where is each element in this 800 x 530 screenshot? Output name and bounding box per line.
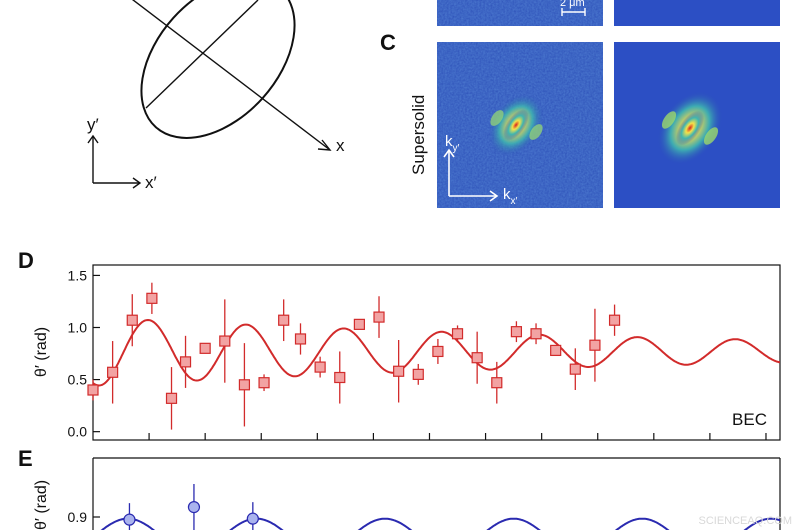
- panel-label-c: C: [380, 30, 396, 55]
- panel-d-data-point: [219, 335, 231, 347]
- panel-d-data-point: [165, 392, 178, 404]
- x-axis-label: x: [336, 136, 345, 155]
- xprime-arrow-head: [132, 177, 142, 189]
- yprime-arrow-head: [87, 134, 99, 144]
- panel-d-data-point: [87, 384, 99, 396]
- xprime-label: x′: [145, 173, 157, 192]
- panel-d-data-point: [179, 356, 192, 368]
- top-left-image-noise: [437, 0, 603, 26]
- panel-d-data-point: [294, 333, 307, 345]
- experimental-side-fringe-left: [490, 110, 504, 126]
- simulated-side-fringe-right: [703, 127, 719, 145]
- panel-d-data-point: [451, 328, 464, 340]
- panel-e-data-point: [246, 512, 259, 525]
- panel-d-data-point: [278, 314, 290, 326]
- simulated-image: [614, 42, 780, 208]
- kx-arrow-head: [489, 190, 499, 202]
- panel-d-data-point: [334, 371, 346, 384]
- panel-d-data-point: [373, 311, 385, 323]
- ellipse-outline: [140, 0, 296, 139]
- panel-d-data-point: [107, 366, 119, 378]
- panel-label-d: D: [18, 248, 34, 273]
- ky-label: ky′: [445, 133, 460, 154]
- panel-d-data-point: [589, 339, 601, 351]
- panel-d-data-point: [491, 377, 503, 389]
- panel-e-fit-curve: [100, 517, 780, 530]
- kx-label: kx′: [503, 186, 518, 207]
- schematic: x y′ x′: [87, 0, 345, 192]
- panel-d-frame: [92, 264, 781, 441]
- x-axis-line: [131, 0, 331, 151]
- row-label-supersolid: Supersolid: [409, 95, 428, 175]
- panel-d-data-point: [412, 368, 424, 380]
- panel-label-e: E: [18, 446, 33, 471]
- panel-d-data-point: [126, 314, 138, 326]
- panel-d-ytick-label: 0.5: [68, 372, 88, 388]
- x-axis-arrow: [317, 139, 332, 151]
- watermark: SCIENCEAQ.COM: [698, 515, 792, 527]
- panel-d-data-point: [238, 379, 251, 391]
- yprime-label: y′: [87, 115, 99, 134]
- panel-d-ytick-label: 1.0: [68, 320, 88, 336]
- panel-d-data-point: [550, 344, 562, 357]
- panel-d-data-point: [393, 365, 405, 377]
- experimental-image: ky′ kx′: [437, 42, 603, 208]
- panel-e-ylabel: θ′ (rad): [33, 480, 50, 530]
- panel-d-data-point: [510, 326, 523, 338]
- panel-d-ylabel: θ′ (rad): [33, 327, 50, 377]
- panel-e-ytick-label: 0.9: [68, 509, 88, 525]
- panel-e-plot: θ′ (rad) 0.9: [33, 457, 781, 530]
- ky-arrow-head: [443, 148, 455, 158]
- simulated-density-core: [675, 110, 705, 146]
- panel-d-annotation: BEC: [732, 410, 767, 429]
- simulated-side-fringe-left: [661, 111, 677, 129]
- panel-e-data-point: [187, 501, 201, 514]
- top-right-image: [614, 0, 780, 26]
- scale-bar-label: 2 μm: [560, 0, 585, 9]
- panel-d-data-point: [258, 377, 270, 389]
- panel-d-data-point: [530, 328, 542, 340]
- panel-d-data-point: [353, 318, 365, 330]
- panel-d-data-point: [471, 352, 483, 364]
- panel-d-data-point: [146, 292, 158, 304]
- top-image-strip: 2 μm: [437, 0, 780, 26]
- panel-d-data-point: [569, 363, 581, 375]
- panel-d-fit-curve: [93, 318, 780, 387]
- panel-d-data-point: [432, 345, 444, 358]
- experimental-side-fringe-right: [529, 124, 543, 140]
- y-axis-line: [145, 0, 259, 109]
- panel-d-data-point: [199, 342, 211, 354]
- experimental-density-core: [503, 109, 529, 141]
- panel-d-ytick-label: 1.5: [68, 267, 88, 283]
- panel-d-data-point: [314, 361, 326, 373]
- panel-d-data-point: [608, 314, 621, 326]
- panel-d-ytick-label: 0.0: [68, 424, 88, 440]
- panel-d-plot: θ′ (rad) BEC 0.0 0.5 1.0 1.5: [33, 264, 781, 441]
- panel-e-data-point: [123, 513, 136, 526]
